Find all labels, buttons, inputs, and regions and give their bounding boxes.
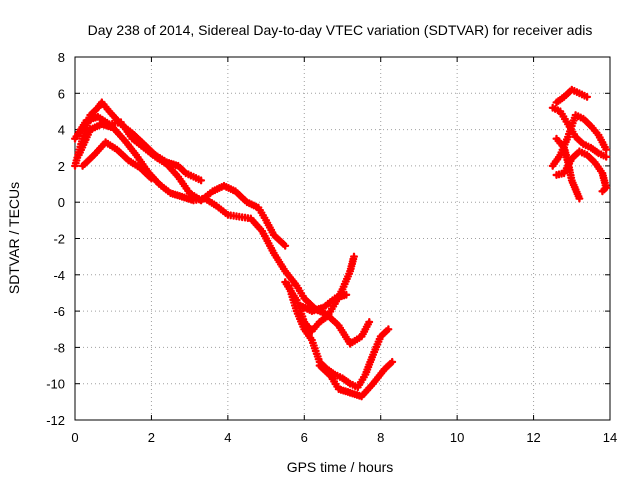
y-tick-label: -6 <box>53 304 65 319</box>
series-markers <box>315 357 397 401</box>
x-tick-label: 2 <box>148 430 155 445</box>
y-tick-label: -2 <box>53 232 65 247</box>
y-tick-label: -12 <box>46 413 65 428</box>
x-tick-label: 12 <box>526 430 540 445</box>
y-tick-label: 8 <box>58 50 65 65</box>
x-tick-label: 14 <box>603 430 617 445</box>
series-markers <box>74 120 374 348</box>
y-tick-label: -10 <box>46 377 65 392</box>
grid-lines <box>75 57 610 420</box>
plot-frame <box>74 56 611 421</box>
series-track-7 <box>315 357 397 401</box>
series-track-3 <box>74 120 374 348</box>
series-track-4 <box>78 138 156 183</box>
y-tick-label: 2 <box>58 159 65 174</box>
series-markers <box>71 112 290 250</box>
series-markers <box>552 85 592 107</box>
x-tick-label: 0 <box>71 430 78 445</box>
data-series <box>71 85 611 401</box>
series-track-10 <box>552 85 592 107</box>
series-track-13 <box>552 134 584 203</box>
x-axis-label: GPS time / hours <box>287 459 394 475</box>
y-tick-label: 6 <box>58 86 65 101</box>
x-tick-label: 8 <box>377 430 384 445</box>
chart-title: Day 238 of 2014, Sidereal Day-to-day VTE… <box>88 22 593 38</box>
series-markers <box>552 134 584 203</box>
y-tick-label: -4 <box>53 268 65 283</box>
x-tick-label: 10 <box>450 430 464 445</box>
x-tick-label: 4 <box>224 430 231 445</box>
y-tick-label: 4 <box>58 123 65 138</box>
y-tick-label: 0 <box>58 195 65 210</box>
y-axis-label: SDTVAR / TECUs <box>6 182 22 294</box>
series-markers <box>296 290 351 316</box>
y-tick-label: -8 <box>53 340 65 355</box>
axis-ticks: 0 2 4 6 8 10 12 14 -12 -10 -8 -6 -4 -2 0 2 4 6 8 <box>46 50 617 445</box>
series-markers <box>78 138 156 183</box>
series-track-2 <box>71 112 290 250</box>
series-track-8 <box>296 290 351 316</box>
x-tick-label: 6 <box>301 430 308 445</box>
